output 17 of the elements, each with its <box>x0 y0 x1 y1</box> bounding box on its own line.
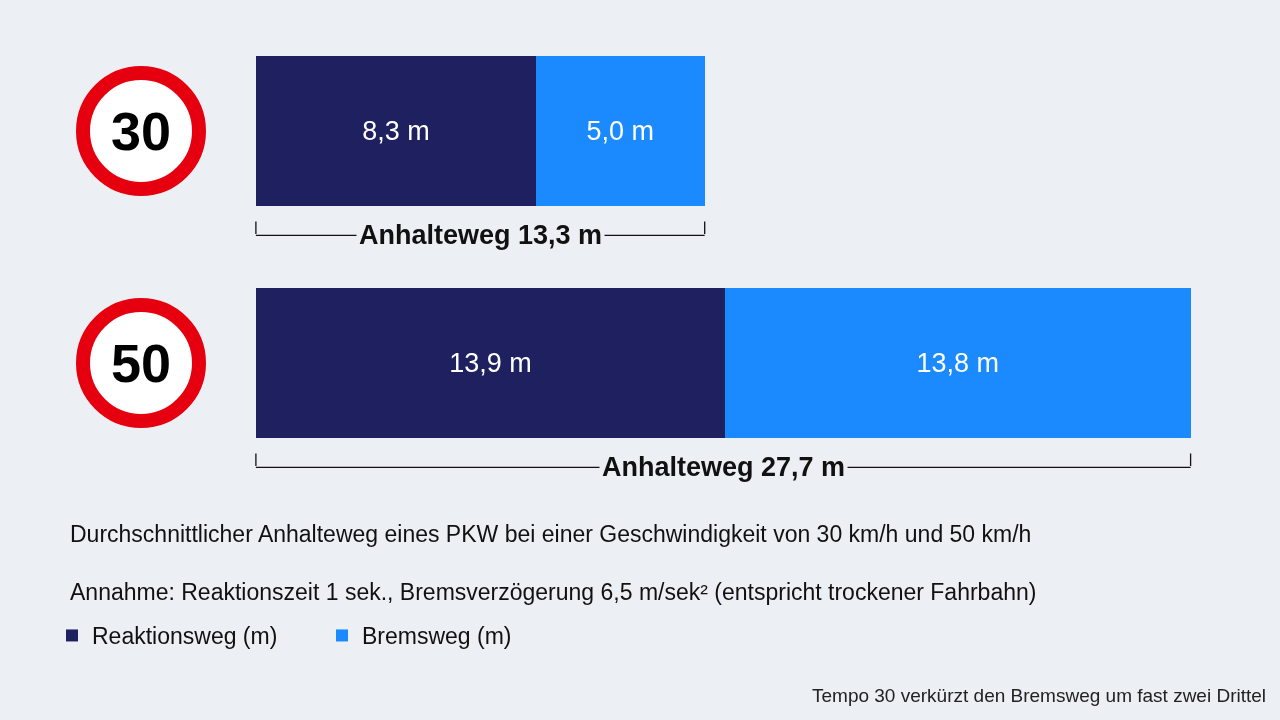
legend-label: Bremsweg (m) <box>362 623 512 650</box>
bar <box>535 55 705 207</box>
text: Tempo 30 verkürzt den Bremsweg um fast zwei Drittel <box>812 685 1267 706</box>
y-tick-label: 30 <box>110 100 171 161</box>
total-label: Anhalteweg 27,7 m <box>602 452 846 482</box>
legend-label: Reaktionsweg (m) <box>92 623 278 650</box>
data-label: 8,3 m <box>362 116 430 146</box>
data-label: 13,9 m <box>449 348 532 378</box>
bar <box>255 55 536 207</box>
data-label: 13,8 m <box>916 348 1000 378</box>
bar <box>724 287 1191 439</box>
data-label: 5,0 m <box>586 116 655 146</box>
bar <box>255 287 725 439</box>
y-tick-label: 50 <box>110 332 171 393</box>
text: Durchschnittlicher Anhalteweg eines PKW bei einer Geschwindigkeit von 30 km/h und 50 km/h <box>70 521 1032 548</box>
total-label: Anhalteweg 13,3 m <box>359 220 603 250</box>
text: Annahme: Reaktionszeit 1 sek., Bremsverzögerung 6,5 m/sek² (entspricht trockener Fahrbahn) <box>70 579 1037 605</box>
